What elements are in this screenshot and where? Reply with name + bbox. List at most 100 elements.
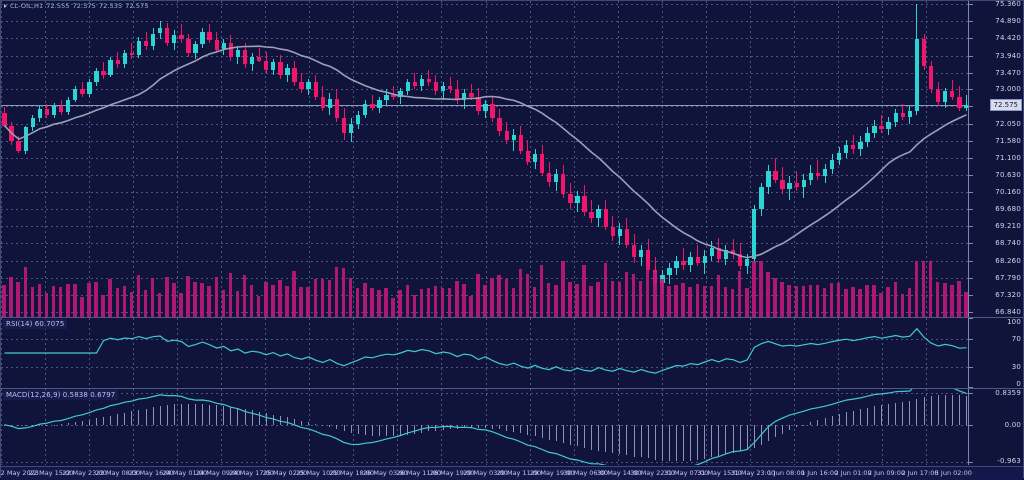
volume-bar: [935, 281, 940, 317]
volume-bar: [879, 293, 883, 317]
price-tick-label: 67.320: [995, 290, 1021, 299]
macd-plot-area[interactable]: [1, 389, 969, 465]
price-tick-mark: [969, 261, 973, 262]
macd-histogram-bar: [407, 424, 409, 435]
candle-body: [292, 67, 297, 83]
volume-bar: [249, 284, 254, 317]
volume-bar: [653, 271, 657, 317]
candle-body: [179, 35, 184, 39]
candle-body: [568, 194, 573, 204]
grid-line-vertical: [574, 1, 575, 317]
macd-histogram-bar: [223, 405, 225, 425]
volume-bar: [928, 261, 933, 317]
volume-bar: [44, 293, 49, 317]
price-tick-mark: [969, 124, 973, 125]
volume-bar: [9, 276, 13, 317]
macd-histogram-bar: [866, 407, 868, 425]
macd-histogram-bar: [654, 424, 656, 460]
macd-histogram-bar: [371, 424, 373, 437]
candle-body: [483, 103, 488, 112]
macd-histogram-bar: [456, 424, 458, 429]
macd-histogram-bar: [492, 424, 494, 429]
volume-bar: [221, 290, 226, 317]
candle-body: [462, 93, 467, 101]
grid-line-vertical: [618, 389, 619, 465]
candle-body: [398, 91, 403, 98]
candle-body: [582, 196, 587, 213]
volume-bar: [228, 273, 233, 317]
candle-body: [23, 127, 28, 151]
macd-histogram-bar: [937, 395, 939, 425]
macd-histogram-bar: [732, 424, 734, 453]
time-axis-label: 30 May 22:00: [630, 469, 675, 477]
price-tick-label: 69.680: [995, 205, 1021, 214]
price-tick-label: 74.420: [995, 34, 1021, 43]
volume-bar: [412, 294, 417, 317]
time-axis-label: 1 Jun 16:00: [801, 469, 839, 477]
price-panel[interactable]: 75.360 74.890 74.420 73.940 73.470 73.000 72.5…: [1, 0, 1023, 317]
price-plot-area[interactable]: [1, 1, 969, 317]
macd-histogram-bar: [640, 424, 642, 458]
macd-histogram-bar: [470, 424, 472, 428]
grid-line-horizontal: [1, 158, 969, 159]
volume-bar: [681, 282, 685, 317]
volume-bar: [525, 273, 530, 317]
time-axis[interactable]: 22 May 2023 22 May 15:00 22 May 23:00 23 Ma…: [0, 466, 1023, 480]
macd-histogram-bar: [859, 409, 861, 425]
price-tick-mark: [969, 4, 973, 5]
candle-body: [844, 145, 849, 153]
candle-body: [299, 82, 304, 90]
price-tick-mark: [969, 21, 973, 22]
grid-line-horizontal: [1, 56, 969, 57]
volume-bar: [433, 286, 438, 317]
grid-line-vertical: [265, 1, 266, 317]
time-axis-label: 29 May 03:00: [463, 469, 508, 477]
macd-histogram-bar: [67, 423, 69, 425]
candle-body: [334, 98, 340, 119]
candle-wick: [258, 47, 260, 63]
macd-histogram-bar: [739, 424, 741, 452]
volume-bar: [271, 285, 275, 317]
price-y-axis: 75.360 74.890 74.420 73.940 73.470 73.000 72.5…: [968, 0, 1023, 317]
rsi-plot-area[interactable]: [1, 318, 969, 388]
grid-line-horizontal: [1, 141, 969, 142]
grid-line-vertical: [221, 389, 222, 465]
volume-bar: [129, 292, 134, 317]
macd-histogram-bar: [336, 424, 338, 429]
rsi-panel[interactable]: 100 70 30 0 RSI(14) 60.7075: [1, 318, 1023, 388]
candle-body: [921, 38, 927, 66]
macd-tick-label: 0.8359: [995, 389, 1021, 397]
volume-bar: [476, 273, 480, 317]
candle-body: [829, 159, 835, 169]
candle-wick: [371, 94, 373, 112]
volume-bar: [278, 280, 282, 317]
time-axis-label: 29 May 19:00: [530, 469, 575, 477]
candle-wick: [697, 244, 699, 267]
macd-histogram-bar: [74, 422, 76, 425]
macd-histogram-bar: [796, 424, 798, 428]
volume-bar: [320, 278, 325, 317]
volume-bar: [596, 281, 600, 317]
price-tick-mark: [969, 175, 973, 176]
candle-body: [801, 179, 806, 187]
volume-bar: [391, 298, 395, 317]
macd-histogram-bar: [124, 412, 126, 425]
grid-line-vertical: [1, 389, 2, 465]
price-tick-mark: [969, 312, 973, 313]
price-tick-label: 73.000: [995, 85, 1021, 94]
candle-wick: [817, 159, 819, 180]
grid-line-vertical: [441, 1, 442, 317]
macd-panel[interactable]: 0.8359 0.00 -0.963 MACD(12,26,9) 0.5838 0.…: [1, 389, 1023, 465]
grid-line-horizontal: [1, 243, 969, 244]
candle-body: [214, 39, 219, 50]
candle-body: [688, 257, 693, 265]
volume-bar: [546, 283, 551, 317]
time-axis-label: 22 May 23:00: [62, 469, 107, 477]
candle-body: [702, 255, 707, 263]
triangle-down-icon[interactable]: [4, 3, 7, 8]
macd-histogram-bar: [485, 424, 486, 429]
grid-line-vertical: [309, 318, 310, 388]
grid-line-horizontal: [1, 339, 969, 340]
candle-body: [561, 174, 566, 195]
candle-wick: [683, 248, 685, 271]
